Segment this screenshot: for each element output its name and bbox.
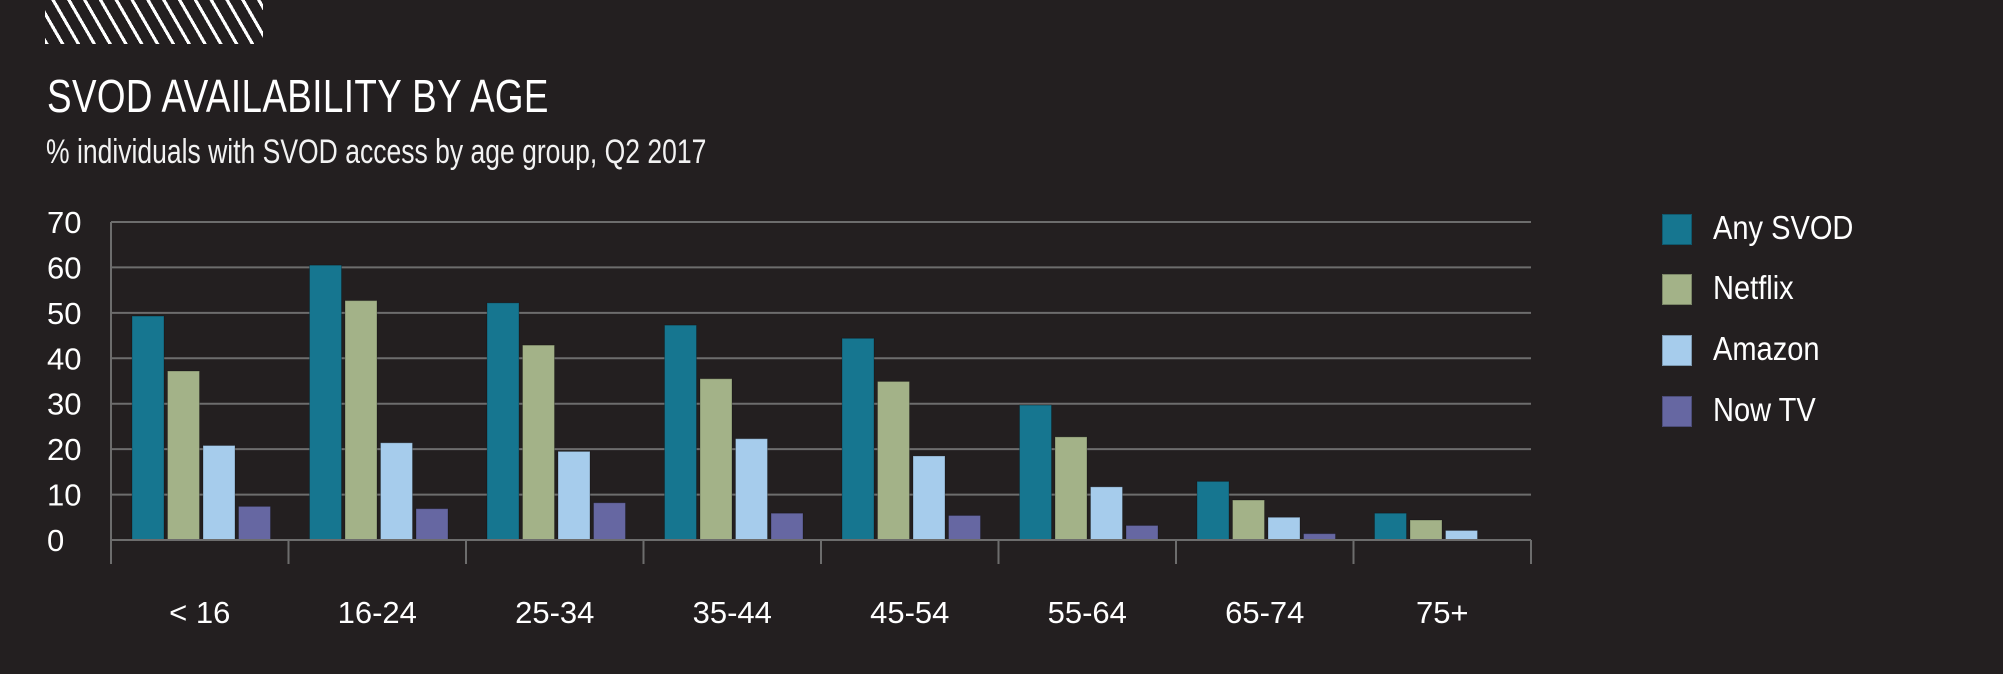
y-tick-label: 0 bbox=[47, 523, 64, 558]
bar-amazon bbox=[912, 455, 946, 541]
bar-netflix bbox=[877, 380, 910, 541]
legend-label: Now TV bbox=[1713, 391, 1816, 428]
y-tick-label: 40 bbox=[47, 341, 81, 376]
x-axis-ticks: < 16 16-24 25-34 35-44 45-54 55-64 65-74 75+ bbox=[169, 595, 1468, 630]
legend-label: Any SVOD bbox=[1713, 209, 1854, 246]
x-axis bbox=[110, 539, 1532, 564]
y-tick-label: 10 bbox=[47, 478, 81, 513]
bar-any-svod bbox=[131, 315, 165, 541]
bar-netflix bbox=[699, 378, 733, 541]
bar-netflix bbox=[167, 370, 200, 541]
x-tick-label: 65-74 bbox=[1225, 595, 1304, 630]
chart-subtitle: % individuals with SVOD access by age gr… bbox=[46, 133, 707, 171]
legend-swatch bbox=[1662, 214, 1692, 245]
bar-netflix bbox=[522, 344, 555, 541]
bar-now-tv bbox=[238, 505, 271, 541]
y-tick-label: 20 bbox=[47, 432, 81, 467]
bar-now-tv bbox=[948, 514, 981, 541]
bar-amazon bbox=[1445, 529, 1478, 541]
y-tick-label: 70 bbox=[47, 205, 81, 240]
bar-amazon bbox=[735, 438, 768, 541]
x-tick-label: 16-24 bbox=[338, 595, 417, 630]
bar-now-tv bbox=[415, 508, 449, 541]
legend-swatch bbox=[1662, 396, 1692, 427]
bar-amazon bbox=[557, 450, 591, 541]
chart-title: SVOD AVAILABILITY BY AGE bbox=[47, 70, 549, 122]
hatch-decoration bbox=[45, 0, 263, 44]
bar-netflix bbox=[1054, 436, 1088, 541]
bar-netflix bbox=[344, 300, 378, 541]
bar-amazon bbox=[202, 445, 236, 541]
bar-any-svod bbox=[486, 302, 520, 541]
legend-swatch bbox=[1662, 274, 1692, 305]
bar-amazon bbox=[1090, 486, 1123, 541]
x-tick-label: 55-64 bbox=[1048, 595, 1127, 630]
legend-label: Netflix bbox=[1713, 269, 1794, 306]
bar-now-tv bbox=[770, 512, 804, 541]
bar-any-svod bbox=[1196, 480, 1230, 541]
bar-amazon bbox=[380, 442, 413, 541]
bar-netflix bbox=[1232, 499, 1265, 541]
y-tick-label: 50 bbox=[47, 296, 81, 331]
bars bbox=[131, 264, 1478, 541]
legend-label: Amazon bbox=[1713, 330, 1820, 367]
bar-any-svod bbox=[1374, 512, 1407, 541]
bar-any-svod bbox=[309, 264, 342, 541]
bar-now-tv bbox=[593, 502, 626, 541]
x-tick-label: 45-54 bbox=[870, 595, 949, 630]
x-tick-label: < 16 bbox=[169, 595, 230, 630]
bar-any-svod bbox=[1019, 404, 1052, 541]
bar-any-svod bbox=[841, 337, 875, 541]
x-tick-label: 25-34 bbox=[515, 595, 594, 630]
legend-swatch bbox=[1662, 335, 1692, 366]
bar-netflix bbox=[1409, 519, 1443, 541]
bar-amazon bbox=[1267, 516, 1301, 541]
x-tick-label: 75+ bbox=[1416, 595, 1469, 630]
y-axis-ticks: 0 10 20 30 40 50 60 70 bbox=[47, 205, 81, 558]
y-tick-label: 30 bbox=[47, 387, 81, 422]
bar-any-svod bbox=[664, 324, 697, 541]
bar-now-tv bbox=[1125, 524, 1159, 541]
y-tick-label: 60 bbox=[47, 250, 81, 285]
x-tick-label: 35-44 bbox=[693, 595, 772, 630]
